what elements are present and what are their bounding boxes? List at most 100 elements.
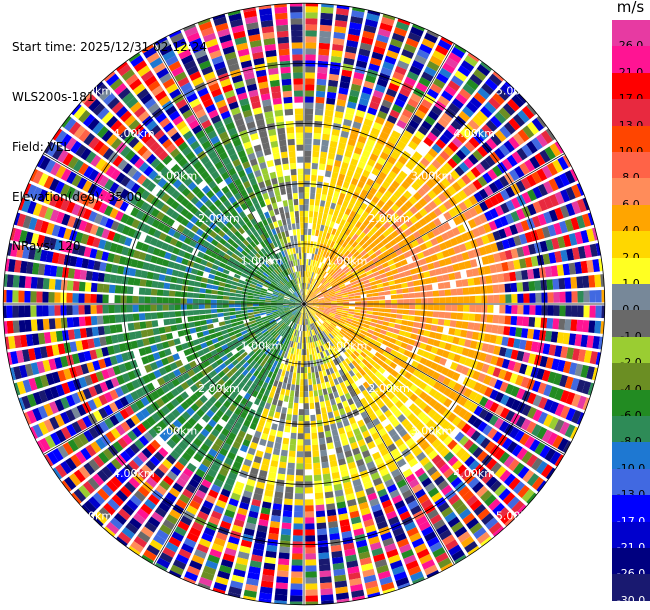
- velocity-gate: [512, 481, 526, 495]
- velocity-gate: [408, 403, 418, 412]
- velocity-gate: [250, 281, 258, 286]
- velocity-gate: [395, 208, 405, 217]
- velocity-gate: [272, 279, 279, 285]
- velocity-gate: [387, 259, 395, 266]
- velocity-gate: [435, 442, 446, 454]
- velocity-gate: [293, 517, 303, 524]
- velocity-gate: [22, 379, 32, 393]
- velocity-gate: [168, 570, 182, 579]
- velocity-gate: [304, 270, 306, 277]
- velocity-gate: [115, 172, 126, 184]
- velocity-gate: [451, 443, 462, 455]
- velocity-gate: [321, 461, 330, 469]
- velocity-gate: [237, 320, 244, 326]
- velocity-gate: [451, 226, 461, 236]
- velocity-gate: [115, 424, 126, 436]
- velocity-gate: [210, 309, 218, 314]
- velocity-gate: [377, 253, 385, 260]
- velocity-gate: [318, 389, 323, 397]
- velocity-gate: [478, 352, 487, 362]
- velocity-gate: [247, 292, 254, 296]
- velocity-gate: [181, 258, 189, 266]
- velocity-gate: [537, 183, 548, 197]
- velocity-gate: [386, 234, 394, 242]
- velocity-gate: [205, 340, 214, 347]
- velocity-gate: [312, 304, 320, 306]
- velocity-gate: [90, 154, 102, 167]
- velocity-gate: [261, 318, 269, 323]
- velocity-gate: [384, 190, 393, 199]
- velocity-gate: [371, 547, 384, 557]
- velocity-gate: [336, 296, 343, 299]
- velocity-gate: [169, 254, 178, 262]
- velocity-gate: [298, 348, 302, 356]
- velocity-gate: [343, 301, 350, 304]
- velocity-gate: [149, 472, 162, 484]
- velocity-gate: [339, 272, 346, 278]
- velocity-gate: [319, 24, 332, 32]
- velocity-gate: [354, 309, 361, 313]
- velocity-gate: [264, 332, 271, 339]
- velocity-gate: [267, 275, 274, 281]
- velocity-gate: [36, 234, 46, 247]
- velocity-gate: [389, 318, 397, 323]
- velocity-gate: [363, 24, 377, 34]
- velocity-gate: [181, 451, 192, 462]
- velocity-gate: [516, 350, 525, 362]
- velocity-gate: [339, 219, 346, 227]
- velocity-gate: [297, 312, 301, 319]
- velocity-gate: [192, 366, 201, 374]
- velocity-gate: [182, 467, 194, 478]
- velocity-gate: [306, 298, 312, 303]
- velocity-gate: [541, 226, 551, 239]
- velocity-gate: [256, 372, 264, 380]
- velocity-gate: [264, 300, 272, 303]
- velocity-gate: [371, 51, 384, 61]
- velocity-gate: [95, 437, 107, 450]
- velocity-gate: [364, 335, 371, 342]
- velocity-gate: [258, 592, 272, 600]
- velocity-gate: [248, 510, 259, 519]
- velocity-gate: [72, 436, 84, 449]
- velocity-gate: [388, 554, 401, 564]
- velocity-gate: [352, 522, 363, 531]
- velocity-gate: [209, 548, 222, 559]
- velocity-gate: [304, 174, 311, 181]
- velocity-gate: [196, 543, 209, 554]
- velocity-gate: [254, 288, 262, 293]
- velocity-gate: [109, 414, 120, 426]
- velocity-gate: [251, 461, 261, 470]
- velocity-gate: [467, 218, 477, 229]
- velocity-gate: [404, 423, 415, 433]
- velocity-gate: [54, 292, 61, 303]
- velocity-gate: [13, 259, 22, 273]
- velocity-gate: [304, 234, 308, 241]
- velocity-gate: [433, 244, 442, 253]
- velocity-gate: [391, 32, 406, 43]
- velocity-gate: [290, 577, 303, 584]
- velocity-gate: [318, 346, 323, 353]
- velocity-gate: [442, 222, 452, 231]
- velocity-gate: [300, 312, 303, 319]
- velocity-gate: [324, 485, 333, 493]
- velocity-gate: [336, 334, 342, 340]
- velocity-gate: [326, 91, 337, 99]
- velocity-gate: [304, 198, 309, 205]
- velocity-gate: [341, 367, 348, 375]
- velocity-gate: [309, 291, 314, 297]
- velocity-gate: [217, 370, 226, 379]
- velocity-gate: [485, 275, 493, 284]
- velocity-gate: [175, 214, 185, 224]
- velocity-gate: [399, 135, 410, 145]
- velocity-gate: [483, 265, 492, 275]
- velocity-gate: [476, 531, 491, 544]
- velocity-gate: [205, 352, 213, 360]
- velocity-gate: [267, 288, 274, 292]
- velocity-gate: [345, 283, 352, 288]
- velocity-gate: [155, 387, 165, 397]
- velocity-gate: [181, 372, 191, 381]
- velocity-gate: [60, 396, 70, 410]
- velocity-gate: [305, 306, 311, 311]
- velocity-gate: [511, 500, 525, 514]
- velocity-gate: [424, 344, 433, 352]
